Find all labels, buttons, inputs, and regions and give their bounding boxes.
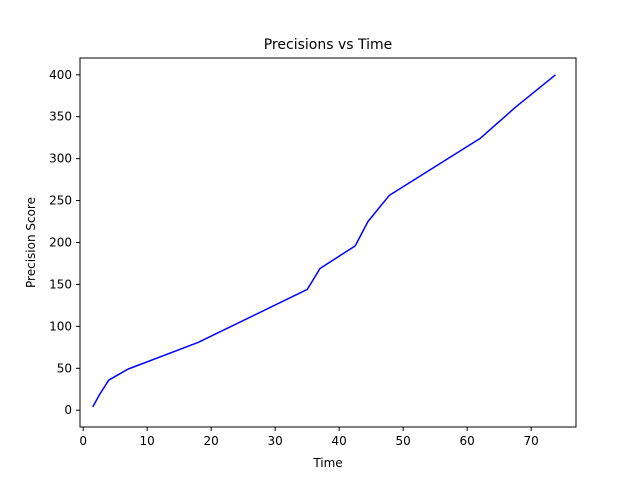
plot-area (92, 74, 556, 408)
x-tick-label: 50 (396, 434, 411, 448)
x-tick-label: 40 (332, 434, 347, 448)
x-axis-ticks: 0 10 20 30 40 50 60 70 (79, 427, 539, 448)
y-axis-ticks: 0 50 100 150 200 250 300 350 400 (49, 68, 80, 417)
y-tick-label: 400 (49, 68, 72, 82)
y-tick-label: 100 (49, 319, 72, 333)
x-tick-label: 0 (79, 434, 87, 448)
x-tick-label: 30 (268, 434, 283, 448)
y-axis-label: Precision Score (24, 197, 38, 288)
series-line (92, 74, 556, 408)
y-tick-label: 0 (64, 403, 72, 417)
y-tick-label: 50 (57, 361, 72, 375)
chart-title: Precisions vs Time (264, 37, 393, 53)
y-tick-label: 250 (49, 194, 72, 208)
y-tick-label: 150 (49, 277, 72, 291)
y-tick-label: 200 (49, 236, 72, 250)
x-tick-label: 70 (524, 434, 539, 448)
x-tick-label: 60 (460, 434, 475, 448)
y-tick-label: 350 (49, 110, 72, 124)
plot-frame (79, 57, 577, 428)
x-tick-label: 20 (204, 434, 219, 448)
y-tick-label: 300 (49, 152, 72, 166)
x-axis-label: Time (312, 456, 342, 470)
x-tick-label: 10 (140, 434, 155, 448)
